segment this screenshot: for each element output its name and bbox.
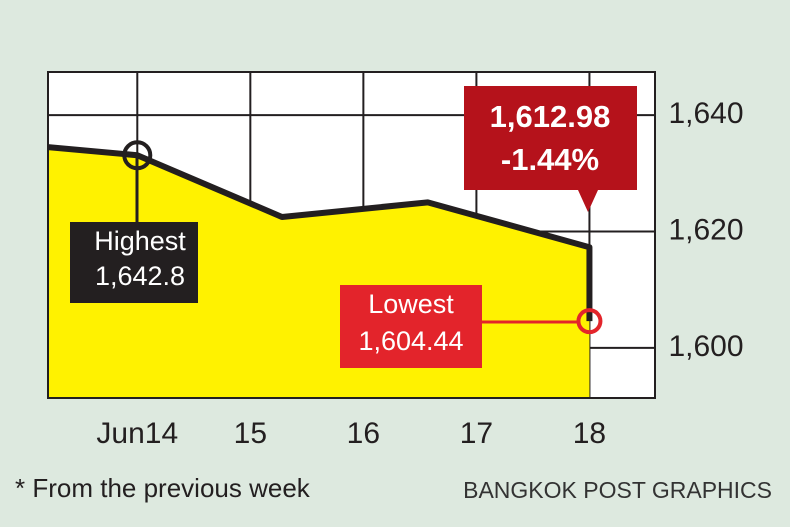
y-tick-label: 1,600 bbox=[668, 330, 743, 363]
close-box bbox=[464, 86, 637, 212]
x-tick-label: 15 bbox=[234, 417, 267, 450]
credit: BANGKOK POST GRAPHICS bbox=[463, 477, 772, 503]
y-tick-label: 1,640 bbox=[668, 97, 743, 130]
plot-border bbox=[47, 71, 656, 399]
x-tick-label: 17 bbox=[460, 417, 493, 450]
annotations: Highest 1,642.8 Lowest 1,604.44 1,612.98… bbox=[70, 86, 637, 368]
y-tick-label: 1,620 bbox=[668, 213, 743, 246]
close-value: 1,612.98 bbox=[490, 99, 611, 134]
highest-title: Highest bbox=[94, 226, 186, 256]
lowest-title: Lowest bbox=[368, 289, 454, 319]
x-tick-label: 16 bbox=[347, 417, 380, 450]
x-tick-label: 18 bbox=[573, 417, 606, 450]
lowest-box bbox=[340, 285, 482, 368]
x-tick-label: Jun14 bbox=[96, 417, 178, 450]
footnote: * From the previous week bbox=[15, 473, 311, 503]
highest-box bbox=[70, 222, 198, 303]
lowest-value: 1,604.44 bbox=[358, 326, 463, 356]
change-value: -1.44% bbox=[501, 142, 599, 177]
highest-value: 1,642.8 bbox=[95, 261, 185, 291]
